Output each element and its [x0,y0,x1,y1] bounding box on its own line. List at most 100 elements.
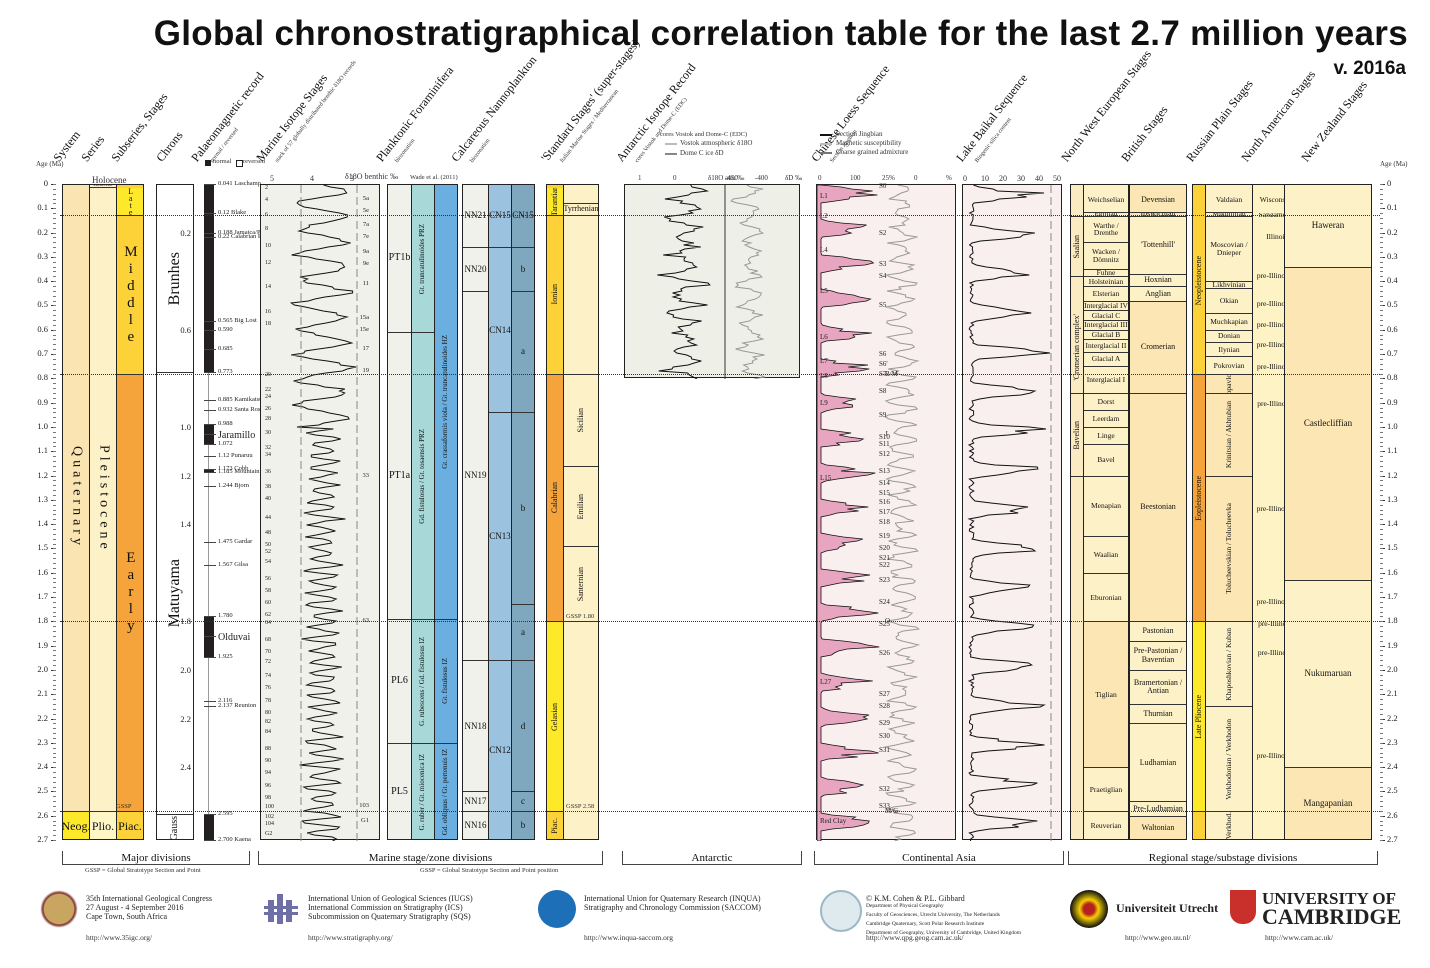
stage-block: Elsterian [1084,287,1128,302]
loess-unit-label: L15 [820,473,832,482]
chron-age-label: 0.6 [180,324,191,335]
minor-tick [1380,237,1383,239]
minor-tick [53,237,56,239]
paleosol-label: S17 [879,508,890,516]
stage-label: Gauss [168,815,180,840]
polarity-event-tick [204,468,216,470]
mis-stage-label: 8 [265,226,268,233]
age-tick-label: 2.3 [37,736,48,747]
minor-tick [1380,252,1383,254]
polarity-event-tick [204,635,216,637]
minor-tick [53,582,56,584]
stage-block: Donian [1206,331,1252,343]
paleosol-label: S4 [879,272,887,281]
stage-block: Ipswichian [1130,213,1186,217]
minor-tick [1380,840,1383,841]
minor-tick [1380,320,1383,322]
paleosol-label: S18 [879,517,890,526]
minor-tick [53,640,56,642]
minor-tick [53,485,56,487]
age-tick-label: 1.3 [37,493,48,504]
stage-label: a [521,346,525,357]
minor-tick [53,368,56,370]
stage-label: pre-Illinoian D [1256,340,1302,350]
minor-tick [53,645,56,647]
minor-tick [53,524,56,526]
age-tick-label: 2.0 [37,663,48,674]
polarity-event-label: 2.137 Reunion [218,701,257,709]
loess-curves [817,185,921,841]
stage-label: Middle [122,243,139,346]
age-tick-label: 1.7 [37,591,48,602]
stage-label: Interglacial III [1084,321,1128,330]
minor-tick [53,305,56,307]
stage-label: Eopleistocene [1193,475,1203,521]
stage-label: Late Pliocene [1193,694,1203,739]
minor-tick [53,232,56,234]
minor-tick [53,742,56,744]
benthic-isotope-line [289,185,357,841]
mis-stage-label: 38 [265,483,271,490]
mis-stage-label: 24 [265,393,271,400]
minor-tick [1380,519,1383,521]
paleosol-label: S9 [879,410,887,419]
stage-block: b [512,812,534,839]
column-header: New Zealand Stages [1298,78,1370,165]
minor-tick [53,227,56,229]
nanno-nn-zones: NN21 NN20 NN19 NN18 NN17 NN16 [462,184,489,840]
minor-tick [1380,193,1383,195]
foram-zone-c: Gt. crassaformis viola / Gt. truncatulin… [434,184,458,840]
nw-europe-complexes: Saalian 'Cromerian complex' Bavelian [1070,184,1084,840]
stage-label: Pre-Ludhamian [1133,803,1183,813]
minor-tick [53,587,56,589]
mis-substage-label: 19 [362,367,370,375]
minor-tick [1380,805,1383,807]
polarity-event-tick [204,329,216,331]
minor-tick [1380,558,1383,560]
minor-tick [53,635,56,637]
stage-block: Holsteinian [1084,277,1128,288]
polarity-event-label: 0.885 Kamikatsura [218,396,268,404]
polarity-event-label: 0.041 Laschamp [218,180,261,187]
stage-block: Reuverian [1084,811,1128,839]
stage-block: Pokrovian [1206,358,1252,375]
minor-tick [53,460,56,462]
stage-block: Mikulinian [1206,213,1252,217]
mis-stage-label: 56 [265,576,271,583]
polarity-event-tick [204,232,216,234]
minor-tick [53,373,56,375]
minor-tick [1380,256,1383,258]
minor-tick [53,718,56,720]
stage-label: Ipswichian [1140,213,1175,216]
stage-block: Ionian [547,215,563,375]
stage-label: Petropavlovian [1224,375,1233,393]
stage-label: c [521,795,525,806]
minor-tick [53,470,56,472]
age-tick-label: 2.6 [1387,809,1398,820]
paleosol-label: S22 [879,561,890,570]
stage-label: Tolucheevskian / Tolucheevka [1224,503,1234,595]
stage-block: Thurnian [1130,704,1186,725]
stage-block: Bavel [1084,445,1128,477]
minor-tick [53,757,56,759]
stage-block: Gelasian [547,622,563,812]
stage-block: Plio. [90,811,116,839]
minor-tick [53,504,56,506]
minor-tick [1380,363,1383,365]
minor-tick [1380,708,1383,710]
minor-tick [53,198,56,200]
mis-substage-label: 9a [362,248,369,256]
minor-tick [1380,422,1383,424]
loess-unit-label: Red Clay [820,816,847,825]
stage-block: Tolucheevskian / Tolucheevka [1206,476,1252,623]
stage-label: Leerdam [1092,414,1120,424]
age-tick-label: 2.2 [1387,712,1398,723]
stage-label: NN16 [464,820,487,831]
stage-label: Anglian [1145,288,1171,298]
stage-block: Ludhamian [1130,724,1186,803]
russian-periods: Neopleistocene Eopleistocene Late Pliocene [1192,184,1206,840]
antarctic-legend-item: Vostok atmospheric δ18O [680,139,753,147]
dome-c-dd-line [730,185,767,380]
stage-label: 'Tottenhill' [1141,240,1175,250]
loess-legend-item: Magnetic susceptibility [836,139,902,147]
